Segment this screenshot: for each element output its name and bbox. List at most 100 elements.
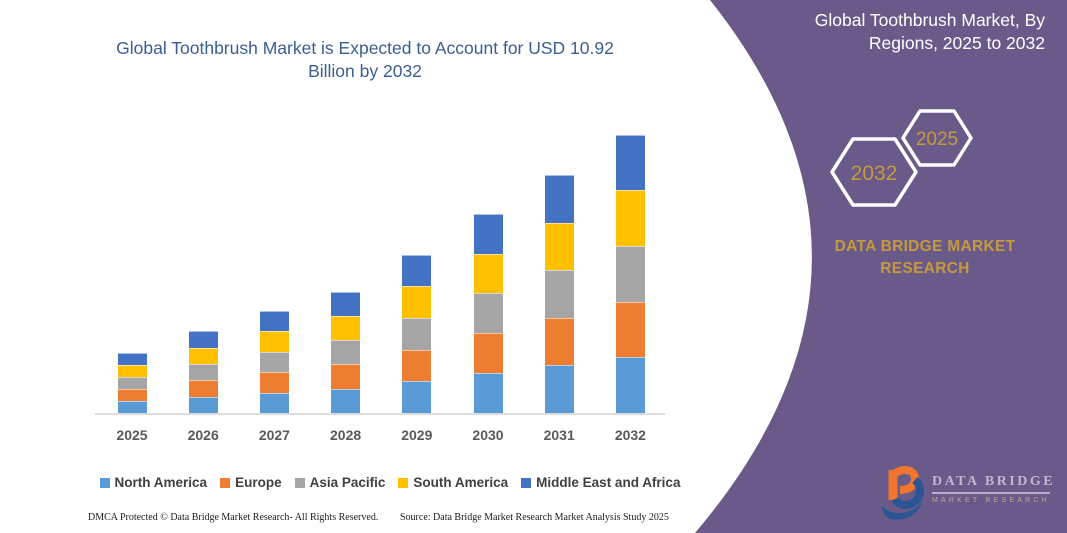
bar-segment xyxy=(544,365,574,413)
bar-segment xyxy=(259,331,289,352)
legend-label: South America xyxy=(413,475,509,490)
hexagon-2032 xyxy=(830,137,918,207)
bar-segment xyxy=(544,270,574,318)
legend-label: North America xyxy=(114,475,208,490)
logo-subtitle: MARKET RESEARCH xyxy=(932,497,1050,504)
bar-segment xyxy=(402,381,432,413)
legend-label: Middle East and Africa xyxy=(536,475,681,490)
bar-segment xyxy=(188,380,218,397)
legend-label: Europe xyxy=(235,475,282,490)
right-panel-title-line1: Global Toothbrush Market, By xyxy=(814,10,1045,30)
bar-segment xyxy=(331,315,361,341)
legend-label: Asia Pacific xyxy=(309,475,386,490)
legend-item: South America xyxy=(398,475,508,490)
bar-segment xyxy=(188,331,218,348)
legend-item: Europe xyxy=(220,475,282,490)
stacked-bar-2027 xyxy=(259,310,289,413)
bar-segment xyxy=(117,401,147,413)
bar-segment xyxy=(188,363,218,381)
logo-underline xyxy=(932,492,1050,494)
stacked-bar-2031 xyxy=(544,175,574,413)
bar-segment xyxy=(117,353,147,365)
legend-swatch-icon xyxy=(398,478,409,488)
hexagon-2025-label: 2025 xyxy=(916,129,958,150)
legend-swatch-icon xyxy=(220,478,231,488)
source-footer-text: Source: Data Bridge Market Research Mark… xyxy=(400,512,669,523)
x-axis-line xyxy=(95,413,665,415)
bar-segment xyxy=(473,213,503,254)
bar-segment xyxy=(331,340,361,365)
bar-segment xyxy=(259,351,289,373)
x-axis-label-2026: 2026 xyxy=(187,427,219,443)
legend-item: Asia Pacific xyxy=(294,475,386,490)
x-axis-label-2027: 2027 xyxy=(258,427,290,443)
bar-segment xyxy=(473,293,503,334)
data-bridge-logo-mark xyxy=(882,466,924,520)
legend-item: Middle East and Africa xyxy=(521,475,680,490)
stacked-bar-2026 xyxy=(188,331,218,413)
bar-segment xyxy=(188,396,218,413)
bar-chart-plot xyxy=(117,134,645,413)
bar-segment xyxy=(473,333,503,374)
bar-segment xyxy=(473,253,503,294)
x-axis-labels: 2025 2026 2027 2028 2029 2030 2031 2032 xyxy=(0,427,760,445)
legend-swatch-icon xyxy=(99,478,110,488)
bar-segment xyxy=(402,254,432,287)
bar-segment xyxy=(331,388,361,413)
chart-title: Global Toothbrush Market is Expected to … xyxy=(116,38,614,81)
dmca-footer-text: DMCA Protected © Data Bridge Market Rese… xyxy=(88,512,379,523)
bar-segment xyxy=(331,364,361,389)
x-axis-label-2031: 2031 xyxy=(543,427,575,443)
bar-segment xyxy=(402,349,432,382)
x-axis-label-2025: 2025 xyxy=(116,427,148,443)
bar-segment xyxy=(544,317,574,366)
bar-segment xyxy=(615,134,645,191)
bar-segment xyxy=(473,373,503,413)
legend-swatch-icon xyxy=(521,478,532,488)
logo-b-hook xyxy=(890,466,920,494)
hexagon-2032-label: 2032 xyxy=(851,162,898,185)
bar-segment xyxy=(259,310,289,332)
stacked-bar-2028 xyxy=(331,291,361,413)
bar-segment xyxy=(259,372,289,393)
brand-text-line1: DATA BRIDGE MARKET xyxy=(834,238,1016,255)
x-axis-label-2032: 2032 xyxy=(614,427,646,443)
stacked-bar-2030 xyxy=(473,213,503,413)
purple-panel-shape xyxy=(695,0,1067,533)
logo-wordmark: DATA BRIDGE xyxy=(932,474,1056,489)
hexagon-2025 xyxy=(901,109,973,167)
stacked-bar-2029 xyxy=(402,254,432,413)
stacked-bar-2032 xyxy=(615,134,645,413)
bar-segment xyxy=(544,175,574,223)
x-axis-label-2028: 2028 xyxy=(330,427,362,443)
bar-segment xyxy=(117,377,147,389)
x-axis-label-2029: 2029 xyxy=(401,427,433,443)
right-panel-title-line2: Regions, 2025 to 2032 xyxy=(868,33,1045,54)
data-bridge-logo: DATA BRIDGE MARKET RESEARCH xyxy=(880,464,1060,522)
bar-segment xyxy=(544,222,574,271)
brand-text-line2: RESEARCH xyxy=(880,260,970,278)
logo-d-bowl xyxy=(891,476,924,510)
chart-legend: North America Europe Asia Pacific South Ame… xyxy=(70,475,710,490)
bar-segment xyxy=(117,389,147,401)
bar-segment xyxy=(615,245,645,302)
bar-segment xyxy=(402,286,432,318)
bar-segment xyxy=(615,190,645,246)
bar-segment xyxy=(615,301,645,358)
logo-crescent xyxy=(882,502,922,520)
bar-segment xyxy=(402,317,432,350)
legend-swatch-icon xyxy=(294,478,305,488)
stacked-bar-2025 xyxy=(117,353,147,413)
bar-segment xyxy=(188,347,218,364)
legend-item: North America xyxy=(99,475,208,490)
brand-text: DATA BRIDGE MARKET RESEARCH xyxy=(805,236,1045,281)
bar-segment xyxy=(331,291,361,316)
bar-segment xyxy=(615,357,645,413)
bar-segment xyxy=(259,392,289,413)
x-axis-label-2030: 2030 xyxy=(472,427,504,443)
right-panel-title: Global Toothbrush Market, By Regions, 20… xyxy=(780,9,1045,55)
bar-segment xyxy=(117,365,147,377)
